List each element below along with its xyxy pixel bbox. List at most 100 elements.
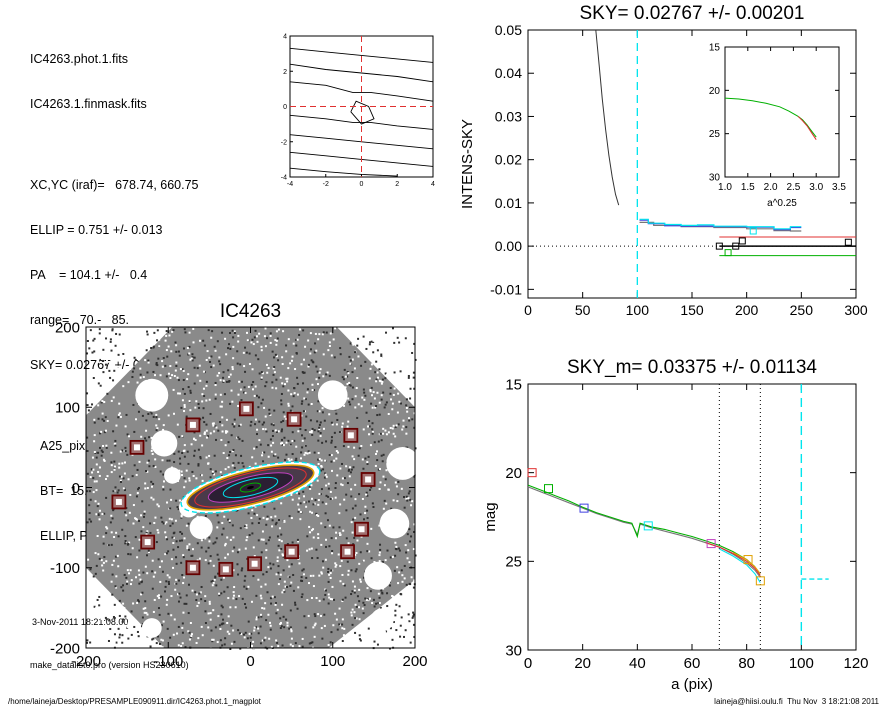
noise-dot — [324, 558, 327, 561]
noise-dot — [294, 603, 297, 606]
noise-dot — [379, 356, 382, 359]
noise-dot — [280, 533, 283, 536]
noise-dot — [288, 627, 291, 630]
noise-dot — [341, 600, 344, 603]
noise-dot — [387, 431, 390, 434]
noise-dot — [197, 637, 200, 640]
noise-dot — [277, 583, 280, 586]
noise-dot — [134, 358, 137, 361]
noise-dot — [211, 422, 214, 425]
noise-dot — [199, 591, 202, 594]
noise-dot — [361, 458, 364, 461]
noise-dot — [338, 623, 341, 626]
noise-dot — [318, 492, 321, 495]
noise-dot — [208, 536, 211, 539]
noise-dot — [300, 402, 303, 405]
noise-dot — [217, 521, 220, 524]
noise-dot — [355, 340, 358, 343]
noise-dot — [166, 627, 169, 630]
contour-core — [350, 100, 375, 125]
noise-dot — [98, 328, 101, 331]
noise-dot — [328, 341, 331, 344]
noise-dot — [406, 557, 409, 560]
noise-dot — [90, 347, 93, 350]
noise-dot — [139, 373, 142, 376]
noise-dot — [133, 430, 136, 433]
noise-dot — [381, 591, 384, 594]
y-tick-label: 25 — [505, 554, 522, 571]
noise-dot — [358, 641, 361, 644]
noise-dot — [289, 584, 292, 587]
noise-dot — [315, 548, 318, 551]
noise-dot — [263, 607, 266, 610]
noise-dot — [231, 329, 234, 332]
noise-dot — [98, 332, 101, 335]
noise-dot — [188, 543, 191, 546]
noise-dot — [152, 415, 155, 418]
x-tick-label: 100 — [626, 302, 650, 318]
noise-dot — [394, 426, 397, 429]
noise-dot — [156, 339, 159, 342]
noise-dot — [220, 604, 223, 607]
noise-dot — [88, 490, 91, 493]
noise-dot — [285, 377, 288, 380]
noise-dot — [187, 548, 190, 551]
noise-dot — [279, 622, 282, 625]
noise-dot — [103, 431, 106, 434]
noise-dot — [410, 535, 413, 538]
noise-dot — [307, 500, 310, 503]
noise-dot — [182, 611, 185, 614]
noise-dot — [317, 338, 320, 341]
noise-dot — [388, 647, 391, 650]
noise-dot — [172, 548, 175, 551]
noise-dot — [301, 569, 304, 572]
noise-dot — [229, 402, 232, 405]
noise-dot — [266, 591, 269, 594]
noise-dot — [343, 644, 346, 647]
noise-dot — [260, 615, 263, 618]
noise-dot — [363, 604, 366, 607]
noise-dot — [121, 641, 124, 644]
noise-dot — [200, 625, 203, 628]
noise-dot — [93, 440, 96, 443]
noise-dot — [113, 633, 116, 636]
noise-dot — [118, 462, 121, 465]
sky-box-inner — [222, 566, 229, 573]
noise-dot — [264, 428, 267, 431]
noise-dot — [199, 379, 202, 382]
noise-dot — [226, 621, 229, 624]
noise-dot — [117, 627, 120, 630]
noise-dot — [158, 345, 161, 348]
noise-dot — [283, 519, 286, 522]
noise-dot — [177, 546, 180, 549]
noise-dot — [106, 602, 109, 605]
noise-dot — [101, 400, 104, 403]
noise-dot — [228, 519, 231, 522]
noise-dot — [357, 337, 360, 340]
noise-dot — [290, 359, 293, 362]
noise-dot — [331, 423, 334, 426]
noise-dot — [160, 595, 163, 598]
noise-dot — [328, 453, 331, 456]
noise-dot — [271, 595, 274, 598]
noise-dot — [251, 338, 254, 341]
noise-dot — [155, 429, 158, 432]
noise-dot — [347, 573, 350, 576]
noise-dot — [104, 616, 107, 619]
noise-dot — [384, 429, 387, 432]
noise-dot — [335, 412, 338, 415]
noise-dot — [211, 640, 214, 643]
step-cyan — [639, 218, 802, 230]
noise-dot — [222, 576, 225, 579]
noise-dot — [289, 643, 292, 646]
noise-dot — [89, 498, 92, 501]
noise-dot — [214, 576, 217, 579]
noise-dot — [172, 537, 175, 540]
noise-dot — [99, 432, 102, 435]
noise-dot — [261, 639, 264, 642]
noise-dot — [175, 540, 178, 543]
noise-dot — [199, 457, 202, 460]
noise-dot — [298, 492, 301, 495]
noise-dot — [217, 572, 220, 575]
noise-dot — [188, 638, 191, 641]
